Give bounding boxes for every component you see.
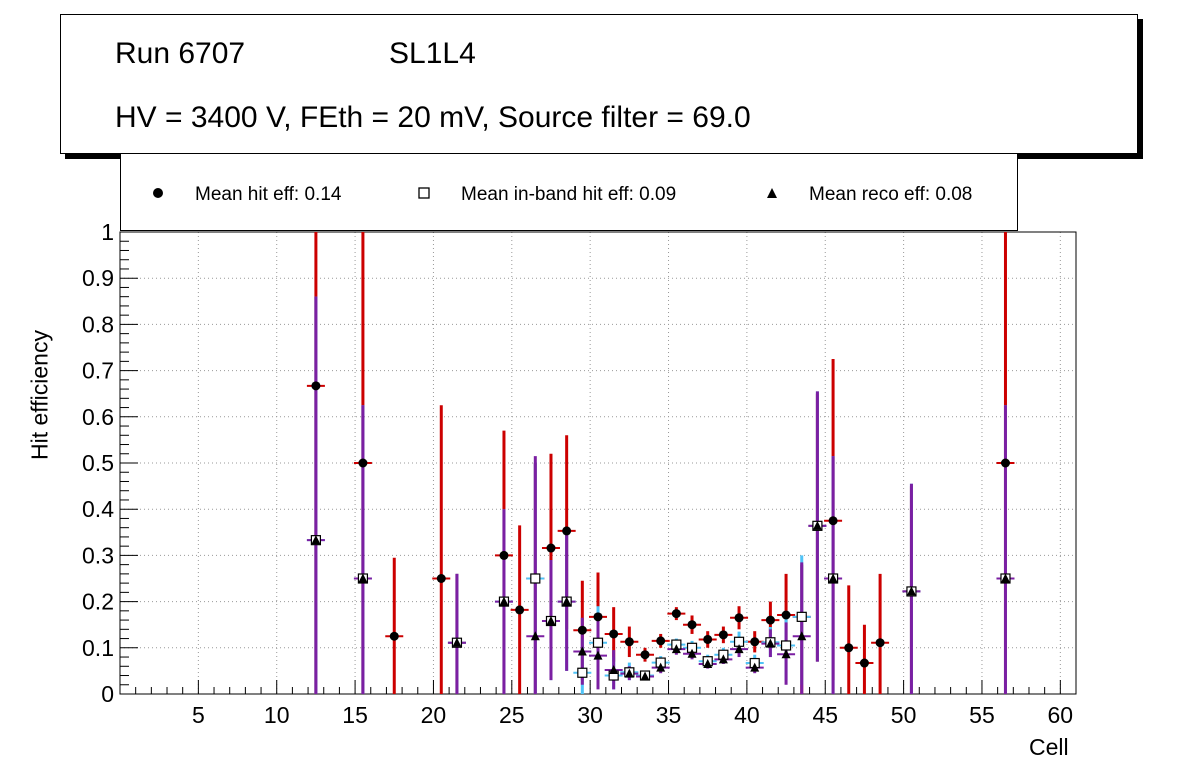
x-tick-label: 50 [891, 702, 917, 728]
hit-eff-point [781, 610, 791, 620]
x-axis-title: Cell [1029, 734, 1069, 760]
inband-eff-point [530, 573, 541, 584]
hit-eff-point [859, 658, 869, 668]
title-box: Run 6707 SL1L4 HV = 3400 V, FEth = 20 mV… [60, 14, 1138, 154]
hit-eff-point [577, 625, 587, 635]
reco-eff-point [593, 650, 603, 660]
y-tick-label: 0.3 [82, 542, 114, 568]
hit-eff-point [389, 631, 399, 641]
hit-eff-point [640, 650, 650, 660]
reco-eff-point [734, 644, 744, 654]
run-label: Run 6707 [115, 37, 246, 70]
hit-eff-point [844, 643, 854, 653]
x-tick-label: 15 [342, 702, 368, 728]
legend-inband-label: Mean in-band hit eff: 0.09 [461, 184, 677, 205]
inband-eff-point [577, 667, 588, 678]
y-tick-label: 0.2 [82, 589, 114, 615]
y-tick-label: 0.4 [82, 496, 114, 522]
reco-eff-point [703, 658, 713, 668]
x-tick-label: 30 [577, 702, 603, 728]
reco-eff-point [546, 616, 556, 626]
legend: Mean hit eff: 0.14 Mean in-band hit eff:… [120, 154, 1018, 231]
hit-eff-point [750, 637, 760, 647]
y-tick-label: 0.6 [82, 404, 114, 430]
hit-eff-point [436, 574, 446, 583]
reco-eff-point [577, 646, 587, 656]
inband-eff-point [796, 611, 807, 622]
data-markers [310, 381, 1011, 681]
y-axis-title: Hit efficiency [26, 330, 53, 460]
hit-eff-point [624, 637, 634, 647]
reco-eff-point [656, 662, 666, 672]
legend-square-marker [418, 187, 430, 199]
reco-eff-point [797, 631, 807, 641]
reco-eff-point [358, 573, 368, 583]
hit-eff-point [765, 615, 775, 625]
x-tick-label: 25 [499, 702, 525, 728]
hit-eff-point [687, 620, 697, 630]
y-tick-label: 0.8 [82, 311, 114, 337]
hit-eff-point [593, 612, 603, 622]
reco-eff-point [609, 664, 619, 674]
hit-eff-point [703, 634, 713, 644]
hit-eff-point [546, 543, 556, 553]
reco-eff-point [562, 596, 572, 606]
hit-eff-point [875, 638, 885, 648]
legend-reco-label: Mean reco eff: 0.08 [809, 184, 973, 205]
legend-hit-label: Mean hit eff: 0.14 [195, 184, 342, 205]
reco-eff-point [718, 654, 728, 664]
layer-label: SL1L4 [389, 37, 476, 70]
x-tick-label: 45 [812, 702, 838, 728]
reco-eff-point [671, 644, 681, 654]
y-tick-label: 1 [101, 219, 114, 245]
reco-eff-point [499, 596, 509, 606]
inband-eff-point [780, 640, 792, 651]
y-tick-label: 0.9 [82, 265, 114, 291]
hit-eff-point [562, 526, 572, 536]
x-tick-label: 55 [969, 702, 995, 728]
x-tick-label: 20 [421, 702, 447, 728]
hit-eff-point [734, 613, 744, 623]
legend-circle-marker [153, 188, 163, 198]
reco-eff-point [640, 671, 650, 681]
x-tick-label: 60 [1048, 702, 1074, 728]
hit-eff-point [311, 381, 321, 391]
reco-eff-point [828, 573, 838, 583]
legend-triangle-marker [767, 188, 777, 198]
hit-eff-point [656, 636, 666, 646]
hit-eff-point [1000, 458, 1010, 468]
x-tick-label: 40 [734, 702, 760, 728]
reco-eff-point [765, 638, 775, 648]
conditions-label: HV = 3400 V, FEth = 20 mV, Source filter… [115, 101, 751, 134]
hit-eff-point [671, 609, 681, 619]
x-tick-label: 5 [192, 702, 205, 728]
hit-eff-point [718, 630, 728, 640]
inband-eff-point [592, 637, 604, 648]
reco-eff-point [624, 668, 634, 678]
hit-eff-point [828, 516, 838, 526]
reco-eff-point [1000, 573, 1010, 583]
reco-eff-point [906, 586, 916, 596]
y-tick-label: 0 [101, 681, 114, 707]
reco-eff-point [311, 535, 321, 545]
hit-eff-point [499, 550, 509, 560]
reco-eff-point [812, 520, 822, 530]
reco-eff-point [530, 631, 540, 641]
y-tick-label: 0.7 [82, 358, 114, 384]
hit-eff-point [609, 629, 619, 639]
reco-eff-point [687, 648, 697, 658]
reco-eff-point [781, 649, 791, 659]
hit-eff-point [515, 605, 525, 615]
y-tick-label: 0.1 [82, 635, 114, 661]
hit-eff-point [358, 458, 368, 468]
x-tick-label: 35 [656, 702, 682, 728]
x-tick-label: 10 [264, 702, 290, 728]
reco-eff-point [750, 662, 760, 672]
y-tick-label: 0.5 [82, 450, 114, 476]
reco-eff-point [452, 637, 462, 647]
